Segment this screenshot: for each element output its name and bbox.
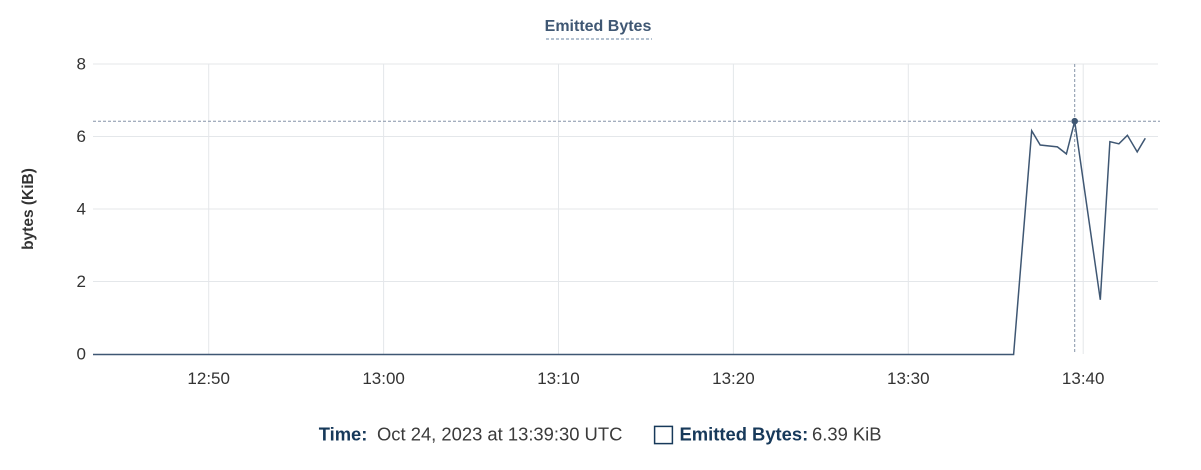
svg-text:6.39 KiB: 6.39 KiB xyxy=(812,424,882,445)
svg-text:13:30: 13:30 xyxy=(887,369,930,388)
svg-text:4: 4 xyxy=(77,200,86,219)
svg-text:Oct 24, 2023 at 13:39:30 UTC: Oct 24, 2023 at 13:39:30 UTC xyxy=(377,424,622,445)
svg-text:Emitted Bytes: Emitted Bytes xyxy=(545,18,652,35)
svg-text:13:00: 13:00 xyxy=(362,369,405,388)
svg-text:8: 8 xyxy=(77,55,86,74)
svg-text:2: 2 xyxy=(77,272,86,291)
svg-text:12:50: 12:50 xyxy=(187,369,230,388)
svg-text:Time:: Time: xyxy=(319,424,368,445)
svg-text:bytes (KiB): bytes (KiB) xyxy=(20,168,37,250)
svg-text:13:10: 13:10 xyxy=(537,369,580,388)
svg-text:6: 6 xyxy=(77,127,86,146)
svg-text:0: 0 xyxy=(77,345,86,364)
svg-text:13:40: 13:40 xyxy=(1062,369,1105,388)
svg-text:13:20: 13:20 xyxy=(712,369,755,388)
svg-text:Emitted Bytes:: Emitted Bytes: xyxy=(680,424,809,445)
